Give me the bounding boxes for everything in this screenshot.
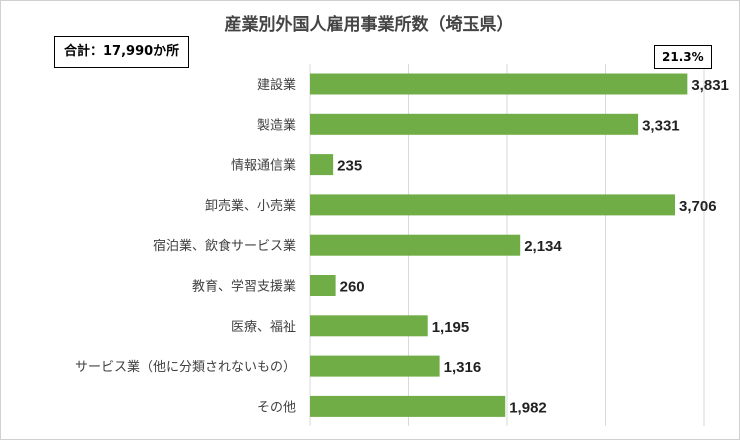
bar <box>310 113 639 135</box>
bar <box>310 194 676 216</box>
category-label: 宿泊業、飲食サービス業 <box>153 238 296 254</box>
category-label: 卸売業、小売業 <box>205 198 296 214</box>
category-label: サービス業（他に分類されないもの） <box>75 359 296 375</box>
chart-title: 産業別外国人雇用事業所数（埼玉県） <box>224 15 514 35</box>
bar <box>310 275 336 296</box>
value-label: 3,831 <box>691 77 729 94</box>
value-label: 2,134 <box>524 238 562 255</box>
category-label: その他 <box>257 400 296 415</box>
bar <box>310 355 440 377</box>
value-label: 1,316 <box>444 359 482 376</box>
bars <box>310 73 688 417</box>
value-label: 1,195 <box>432 319 470 336</box>
labels: 建設業 3,831 製造業 3,331 情報通信業 235 卸売業、小売業 3,706 宿泊業、… <box>75 77 729 416</box>
category-label: 教育、学習支援業 <box>192 279 296 295</box>
value-label: 3,706 <box>679 198 717 215</box>
value-label: 235 <box>337 158 362 175</box>
bar <box>310 154 334 176</box>
category-label: 医療、福祉 <box>231 320 296 335</box>
share-annotation: 21.3% <box>654 45 712 69</box>
category-label: 情報通信業 <box>231 158 296 174</box>
category-label: 製造業 <box>257 117 296 133</box>
total-annotation: 合計：17,990か所 <box>54 36 190 68</box>
category-label: 建設業 <box>257 77 296 93</box>
value-label: 3,331 <box>642 117 680 134</box>
bar <box>310 73 688 95</box>
value-label: 260 <box>340 279 365 296</box>
value-label: 1,982 <box>509 399 547 416</box>
bar <box>310 315 428 337</box>
bar <box>310 395 506 417</box>
bar <box>310 234 521 256</box>
